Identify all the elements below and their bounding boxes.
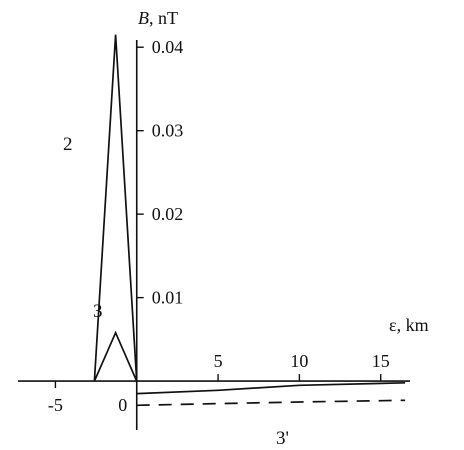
series-line-1	[93, 34, 138, 382]
series-lines	[93, 34, 406, 407]
y-axis-unit: , nT	[149, 8, 178, 28]
series-label-2: 2	[63, 134, 73, 155]
series-label-3prime: 3'	[276, 428, 289, 449]
series-line-3	[136, 381, 406, 395]
axes	[18, 40, 410, 430]
x-tick-label: 15	[372, 351, 390, 371]
series-label-3: 3	[93, 301, 103, 322]
y-tick-label: 0.04	[152, 37, 184, 57]
x-tick-label: -5	[48, 395, 63, 415]
x-axis-unit: , km	[397, 315, 429, 335]
series-line-2	[93, 330, 138, 382]
y-tick-label: 0.02	[152, 204, 184, 224]
y-tick-label: 0.01	[152, 288, 184, 308]
y-tick-label: 0.03	[152, 121, 184, 141]
series-line-4	[136, 399, 406, 407]
y-axis-symbol: B	[138, 8, 149, 28]
y-axis-title: B, nT	[138, 8, 178, 28]
x-tick-label: 10	[290, 351, 308, 371]
x-axis-title: ε, km	[389, 315, 429, 335]
x-tick-label: 0	[118, 395, 127, 415]
x-axis-symbol: ε	[389, 315, 397, 335]
ticks: 0.01 0.02 0.03 0.04 -5 0 5 10 15	[48, 37, 390, 415]
x-tick-label: 5	[214, 351, 223, 371]
labels: B, nT ε, km 2 3 3'	[63, 8, 429, 449]
